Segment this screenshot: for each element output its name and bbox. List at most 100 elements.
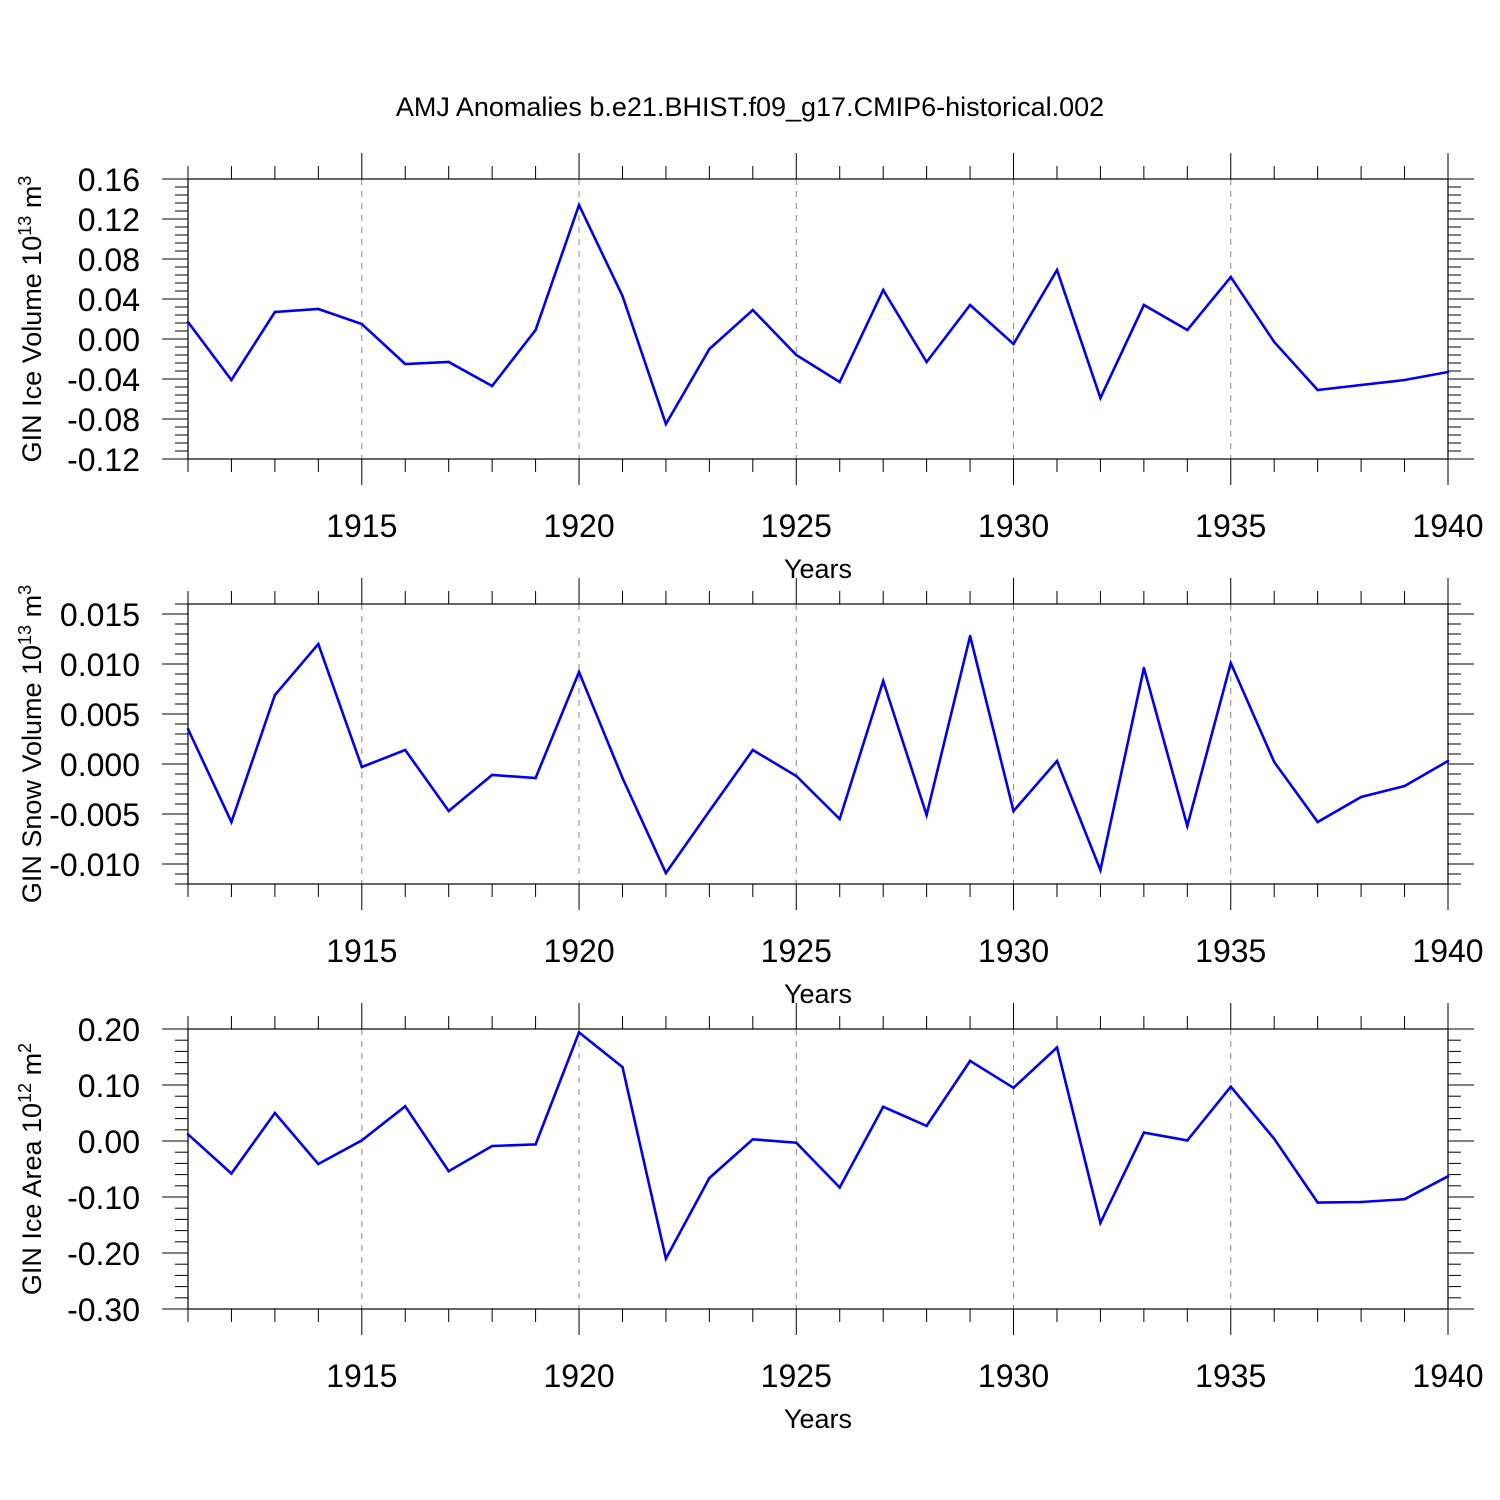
data-point-1940 — [1446, 1174, 1450, 1178]
x-axis-label: Years — [784, 554, 852, 584]
data-point-1920 — [577, 203, 581, 207]
data-point-1914 — [317, 307, 320, 311]
data-point-1925 — [794, 353, 798, 357]
y-tick-label: 0.00 — [78, 1124, 140, 1160]
data-point-1911 — [186, 320, 190, 324]
data-point-1930 — [1012, 342, 1015, 346]
data-point-1937 — [1316, 820, 1319, 824]
data-point-1928 — [925, 1124, 928, 1128]
y-label-unit: m — [17, 186, 47, 216]
y-axis-label: GIN Snow Volume 1013 m3 — [15, 585, 47, 903]
y-label-exponent: 13 — [15, 216, 35, 236]
data-point-1931 — [1055, 759, 1059, 763]
y-label-exponent: 12 — [15, 1083, 35, 1103]
data-point-1919 — [534, 776, 537, 780]
data-point-1936 — [1272, 1137, 1276, 1141]
data-point-1913 — [273, 1111, 277, 1115]
y-label-unit-exponent: 3 — [15, 585, 35, 595]
chart-title: AMJ Anomalies b.e21.BHIST.f09_g17.CMIP6-… — [396, 92, 1104, 122]
x-axis-label: Years — [784, 1404, 852, 1434]
data-point-1917 — [447, 809, 450, 813]
data-point-1916 — [403, 748, 407, 752]
data-point-1932 — [1099, 868, 1102, 872]
x-tick-label: 1930 — [978, 508, 1049, 544]
x-tick-label: 1935 — [1195, 508, 1266, 544]
data-point-1919 — [534, 1143, 537, 1146]
data-point-1927 — [881, 1105, 885, 1109]
data-point-1924 — [751, 1138, 755, 1141]
data-point-1913 — [273, 310, 277, 314]
y-tick-label: 0.005 — [60, 697, 140, 733]
x-tick-label: 1935 — [1195, 1358, 1266, 1394]
y-axis-label: GIN Ice Volume 1013 m3 — [15, 176, 47, 463]
data-point-1920 — [577, 1031, 581, 1034]
plot-frame — [187, 178, 1449, 460]
data-point-1936 — [1272, 340, 1276, 344]
data-point-1926 — [838, 817, 842, 821]
x-tick-label: 1920 — [543, 1358, 614, 1394]
x-tick-label: 1925 — [761, 933, 832, 969]
data-point-1915 — [360, 1139, 364, 1142]
data-point-1930 — [1012, 1086, 1015, 1090]
data-point-1919 — [534, 328, 537, 332]
x-tick-label: 1920 — [543, 933, 614, 969]
data-point-1914 — [317, 642, 320, 646]
data-point-1935 — [1229, 1085, 1233, 1088]
data-point-1932 — [1099, 1221, 1102, 1225]
data-point-1927 — [881, 288, 885, 292]
data-point-1940 — [1446, 370, 1450, 374]
data-point-1925 — [794, 774, 798, 778]
y-axis-label: GIN Ice Area 1012 m2 — [15, 1043, 47, 1295]
data-point-1931 — [1055, 268, 1059, 272]
y-tick-label: -0.04 — [67, 362, 140, 398]
data-point-1928 — [925, 813, 928, 817]
y-label-exponent: 13 — [15, 625, 35, 645]
data-point-1937 — [1316, 1201, 1319, 1204]
y-tick-label: -0.20 — [67, 1236, 140, 1272]
y-tick-label: -0.30 — [67, 1292, 140, 1328]
data-point-1913 — [273, 693, 277, 697]
data-point-1933 — [1142, 1131, 1146, 1134]
data-point-1923 — [708, 809, 711, 813]
data-point-1922 — [664, 871, 668, 875]
data-point-1916 — [403, 362, 407, 366]
data-point-1931 — [1055, 1046, 1059, 1049]
data-point-1918 — [490, 384, 494, 388]
data-point-1914 — [317, 1162, 320, 1166]
data-point-1921 — [621, 1065, 624, 1069]
x-tick-label: 1935 — [1195, 933, 1266, 969]
data-point-1911 — [186, 1132, 190, 1136]
data-point-1939 — [1403, 784, 1406, 788]
data-point-1940 — [1446, 759, 1450, 763]
data-point-1912 — [230, 378, 233, 382]
data-point-1924 — [751, 308, 755, 312]
data-point-1929 — [968, 303, 972, 307]
x-axis-label: Years — [784, 979, 852, 1009]
series-line-ice-volume — [186, 201, 1449, 428]
data-point-1918 — [490, 773, 494, 777]
x-tick-label: 1930 — [978, 1358, 1049, 1394]
y-label-unit: m — [17, 1053, 47, 1083]
panel-ice-area: -0.30 -0.20 -0.10 0.00 0.10 0.20 1915 1920 1925 1… — [15, 1003, 1484, 1434]
series-line-snow-volume — [186, 635, 1449, 876]
x-tick-label: 1940 — [1412, 1358, 1483, 1394]
x-tick-label: 1940 — [1412, 933, 1483, 969]
data-point-1927 — [881, 679, 885, 683]
y-tick-label: -0.08 — [67, 402, 140, 438]
y-tick-label: -0.005 — [49, 797, 140, 833]
data-point-1912 — [230, 1172, 233, 1175]
y-tick-label: 0.20 — [78, 1012, 140, 1048]
panel-ice-volume: -0.12 -0.08 -0.04 0.00 0.04 0.08 0.12 0.16 1915 1… — [15, 153, 1484, 584]
data-point-1928 — [925, 360, 928, 364]
y-label-text: GIN Ice Area 10 — [17, 1103, 47, 1295]
data-point-1932 — [1099, 396, 1102, 400]
data-point-1921 — [621, 294, 624, 298]
y-tick-label: 0.10 — [78, 1068, 140, 1104]
data-point-1917 — [447, 360, 450, 364]
data-point-1938 — [1359, 383, 1363, 387]
data-point-1938 — [1359, 795, 1363, 799]
data-point-1933 — [1142, 303, 1146, 307]
data-point-1921 — [621, 776, 624, 780]
y-tick-label: -0.010 — [49, 847, 140, 883]
